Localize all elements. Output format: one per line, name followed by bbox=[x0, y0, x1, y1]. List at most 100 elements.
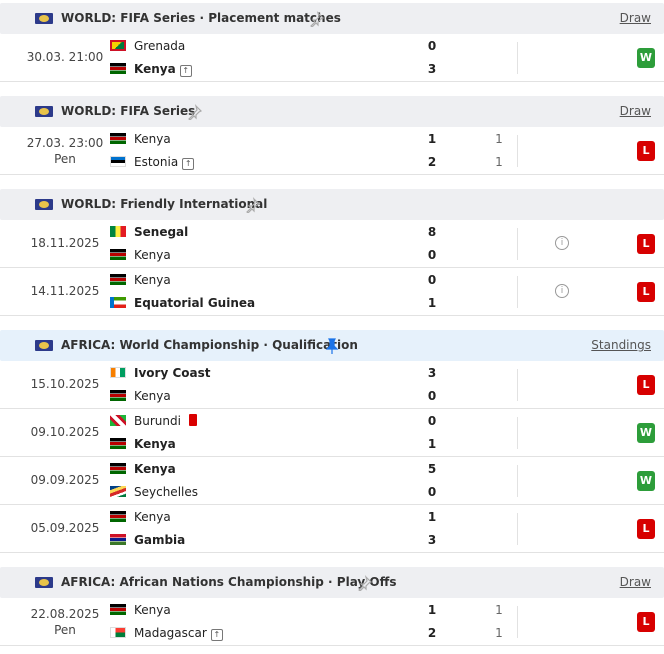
flag bbox=[110, 390, 126, 401]
match-row[interactable]: 05.09.2025 Kenya 1 Gambia 3 L bbox=[0, 505, 664, 553]
flag bbox=[110, 367, 126, 378]
section: WORLD: Friendly International 18.11.2025… bbox=[0, 189, 664, 316]
rank-icon: ↑ bbox=[179, 65, 192, 77]
team: Grenada 0 bbox=[110, 38, 530, 55]
team-name: Kenya bbox=[134, 389, 171, 403]
divider bbox=[517, 465, 518, 497]
score: 1 bbox=[427, 437, 437, 451]
draw-link[interactable]: Draw bbox=[619, 104, 651, 118]
team: Kenya 0 bbox=[110, 272, 530, 289]
penalty-score: 1 bbox=[495, 626, 503, 640]
match-date: 14.11.2025 bbox=[30, 284, 100, 298]
flag bbox=[110, 40, 126, 51]
team: Kenya 5 bbox=[110, 461, 530, 478]
flag bbox=[110, 627, 126, 638]
team: Kenya 1 bbox=[110, 436, 530, 453]
divider bbox=[517, 606, 518, 638]
info-icon[interactable]: i bbox=[555, 284, 569, 298]
flag bbox=[110, 226, 126, 237]
match-row[interactable]: 30.03. 21:00 Grenada 0 Kenya ↑ 3 W bbox=[0, 34, 664, 82]
flag bbox=[110, 486, 126, 497]
team-name: Ivory Coast bbox=[134, 366, 211, 380]
match-date: 09.09.2025 bbox=[30, 473, 100, 487]
team-name: Kenya bbox=[134, 248, 171, 262]
team-name: Madagascar bbox=[134, 626, 207, 640]
team-name: Kenya bbox=[134, 273, 171, 287]
pin-icon[interactable] bbox=[357, 575, 373, 591]
result-badge: L bbox=[637, 375, 655, 395]
penalty-score: 1 bbox=[495, 155, 503, 169]
match-row[interactable]: 14.11.2025 Kenya 0 Equatorial Guinea 1 i L bbox=[0, 268, 664, 316]
match-date: 30.03. 21:00 bbox=[26, 50, 104, 64]
score: 5 bbox=[427, 462, 437, 476]
draw-link[interactable]: Draw bbox=[619, 11, 651, 25]
match-date: 27.03. 23:00 bbox=[26, 136, 104, 150]
section: AFRICA: World Championship · Qualificati… bbox=[0, 330, 664, 553]
match-row[interactable]: 22.08.2025 Pen Kenya 1 1 Madagascar ↑ 2 1 L bbox=[0, 598, 664, 646]
result-badge: L bbox=[637, 612, 655, 632]
rank-icon: ↑ bbox=[210, 629, 223, 641]
result-badge: W bbox=[637, 471, 655, 491]
team: Kenya 0 bbox=[110, 388, 530, 405]
match-row[interactable]: 18.11.2025 Senegal 8 Kenya 0 i L bbox=[0, 220, 664, 268]
flag bbox=[110, 534, 126, 545]
team: Burundi 0 bbox=[110, 413, 530, 430]
match-date: 09.10.2025 bbox=[30, 425, 100, 439]
team: Kenya 1 bbox=[110, 509, 530, 526]
score: 0 bbox=[427, 414, 437, 428]
result-badge: L bbox=[637, 141, 655, 161]
team-name: Kenya bbox=[134, 132, 171, 146]
match-row[interactable]: 27.03. 23:00 Pen Kenya 1 1 Estonia ↑ 2 1 L bbox=[0, 127, 664, 175]
match-row[interactable]: 09.10.2025 Burundi 0 Kenya 1 W bbox=[0, 409, 664, 457]
pin-icon[interactable] bbox=[324, 338, 340, 354]
flag bbox=[110, 463, 126, 474]
team-name: Equatorial Guinea bbox=[134, 296, 256, 310]
team-name: Kenya bbox=[134, 603, 171, 617]
team: Estonia ↑ 2 1 bbox=[110, 154, 530, 171]
section-header: WORLD: FIFA Series · Placement matches D… bbox=[0, 3, 664, 34]
score: 1 bbox=[427, 603, 437, 617]
team-name: Kenya bbox=[134, 510, 171, 524]
match-date: 18.11.2025 bbox=[30, 236, 100, 250]
divider bbox=[517, 513, 518, 545]
section-title: WORLD: FIFA Series · Placement matches bbox=[61, 11, 341, 25]
team-name: Estonia bbox=[134, 155, 179, 169]
standings-link[interactable]: Standings bbox=[591, 338, 651, 352]
team-name: Kenya bbox=[134, 437, 176, 451]
section-header: AFRICA: African Nations Championship · P… bbox=[0, 567, 664, 598]
pin-icon[interactable] bbox=[309, 11, 325, 27]
match-row[interactable]: 09.09.2025 Kenya 5 Seychelles 0 W bbox=[0, 457, 664, 505]
team-name: Burundi bbox=[134, 414, 181, 428]
flag bbox=[110, 274, 126, 285]
section: WORLD: FIFA Series · Placement matches D… bbox=[0, 3, 664, 82]
divider bbox=[517, 42, 518, 74]
divider bbox=[517, 417, 518, 449]
match-row[interactable]: 15.10.2025 Ivory Coast 3 Kenya 0 L bbox=[0, 361, 664, 409]
score: 3 bbox=[427, 366, 437, 380]
pin-icon[interactable] bbox=[187, 104, 203, 120]
team: Kenya 0 bbox=[110, 247, 530, 264]
team-name: Grenada bbox=[134, 39, 186, 53]
flag bbox=[110, 604, 126, 615]
team: Ivory Coast 3 bbox=[110, 365, 530, 382]
section: AFRICA: African Nations Championship · P… bbox=[0, 567, 664, 646]
flag bbox=[110, 133, 126, 144]
flag bbox=[110, 511, 126, 522]
pin-icon[interactable] bbox=[245, 197, 261, 213]
info-icon[interactable]: i bbox=[555, 236, 569, 250]
penalty-score: 1 bbox=[495, 132, 503, 146]
score: 3 bbox=[427, 62, 437, 76]
team: Madagascar ↑ 2 1 bbox=[110, 625, 530, 642]
match-date: 05.09.2025 bbox=[30, 521, 100, 535]
team: Equatorial Guinea 1 bbox=[110, 295, 530, 312]
team: Seychelles 0 bbox=[110, 484, 530, 501]
match-date: 15.10.2025 bbox=[30, 377, 100, 391]
score: 2 bbox=[427, 155, 437, 169]
draw-link[interactable]: Draw bbox=[619, 575, 651, 589]
red-card bbox=[188, 414, 197, 426]
score: 0 bbox=[427, 39, 437, 53]
score: 0 bbox=[427, 389, 437, 403]
globe-icon bbox=[35, 13, 53, 24]
flag bbox=[110, 156, 126, 167]
flag bbox=[110, 438, 126, 449]
